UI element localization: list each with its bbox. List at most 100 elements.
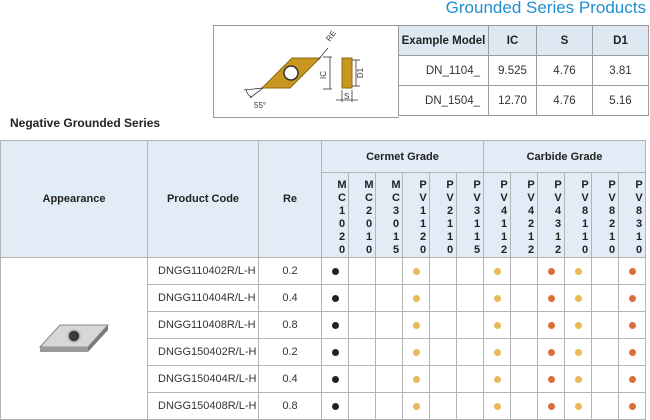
- grade-cell: [429, 392, 457, 420]
- grade-cell: [402, 392, 430, 420]
- insert-side-view: [341, 57, 353, 89]
- insert-appearance-image: [0, 257, 148, 420]
- re-cell: 0.4: [258, 284, 322, 312]
- grade-cell: [321, 257, 349, 285]
- grade-cell: [483, 338, 511, 366]
- grade-cell: [456, 257, 484, 285]
- product-code-cell: DNGG110404R/L-H: [147, 284, 259, 312]
- grade-header-mc3015: MC3015: [375, 172, 403, 258]
- grade-cell: [429, 257, 457, 285]
- availability-dot-yellow: [493, 348, 501, 356]
- grade-cell: [456, 311, 484, 339]
- availability-dot-yellow: [412, 375, 420, 383]
- d1-label: D1: [356, 67, 365, 78]
- availability-dot-yellow: [493, 321, 501, 329]
- grade-cell: [456, 284, 484, 312]
- availability-dot-orange: [628, 294, 636, 302]
- availability-dot-yellow: [574, 267, 582, 275]
- carbide-grade-header: Carbide Grade: [483, 140, 646, 173]
- re-cell: 0.8: [258, 311, 322, 339]
- grade-cell: [564, 257, 592, 285]
- grade-cell: [402, 365, 430, 393]
- grade-cell: [618, 284, 646, 312]
- grade-cell: [537, 257, 565, 285]
- grade-cell: [429, 365, 457, 393]
- d1-cell: 5.16: [592, 85, 649, 116]
- grade-cell: [348, 338, 376, 366]
- availability-dot-orange: [628, 267, 636, 275]
- grade-cell: [510, 392, 538, 420]
- grade-header-pv1120: PV1120: [402, 172, 430, 258]
- grade-cell: [537, 338, 565, 366]
- availability-dot-yellow: [574, 294, 582, 302]
- availability-dot-orange: [547, 348, 555, 356]
- grade-cell: [375, 257, 403, 285]
- grade-cell: [591, 392, 619, 420]
- example-model-cell: DN_1504_: [398, 85, 489, 116]
- availability-dot-yellow: [574, 321, 582, 329]
- availability-dot-yellow: [493, 402, 501, 410]
- grade-cell: [618, 257, 646, 285]
- grade-cell: [564, 284, 592, 312]
- grade-cell: [375, 284, 403, 312]
- cermet-grade-header: Cermet Grade: [321, 140, 484, 173]
- availability-dot-yellow: [493, 267, 501, 275]
- grade-cell: [537, 392, 565, 420]
- grade-cell: [510, 257, 538, 285]
- grade-header-pv2110: PV2110: [429, 172, 457, 258]
- availability-dot-orange: [547, 402, 555, 410]
- availability-dot-orange: [547, 267, 555, 275]
- s-cell: 4.76: [536, 85, 593, 116]
- product-code-cell: DNGG150402R/L-H: [147, 338, 259, 366]
- availability-dot-orange: [628, 348, 636, 356]
- ic-header: IC: [488, 25, 537, 56]
- availability-dot-orange: [628, 402, 636, 410]
- re-cell: 0.2: [258, 338, 322, 366]
- grade-header-pv3115: PV3115: [456, 172, 484, 258]
- availability-dot-orange: [547, 321, 555, 329]
- grade-cell: [483, 365, 511, 393]
- re-cell: 0.8: [258, 392, 322, 420]
- s-header: S: [536, 25, 593, 56]
- insert-diagram: IC RE D1 S 55°: [213, 25, 399, 118]
- availability-dot-black: [331, 375, 339, 383]
- grade-table: Appearance Product Code Re Cermet Grade …: [0, 140, 646, 420]
- grade-header-pv4212: PV4212: [510, 172, 538, 258]
- availability-dot-yellow: [493, 294, 501, 302]
- grade-header-mc2010: MC2010: [348, 172, 376, 258]
- grade-cell: [564, 392, 592, 420]
- availability-dot-yellow: [412, 348, 420, 356]
- grade-cell: [375, 392, 403, 420]
- ic-label: IC: [319, 71, 328, 79]
- product-code-header: Product Code: [147, 140, 259, 258]
- ic-cell: 9.525: [488, 55, 537, 86]
- availability-dot-yellow: [412, 402, 420, 410]
- example-model-cell: DN_1104_: [398, 55, 489, 86]
- availability-dot-black: [331, 267, 339, 275]
- table-row: DNGG110404R/L-H 0.4: [1, 284, 646, 312]
- grade-cell: [537, 365, 565, 393]
- grade-header-pv8110: PV8110: [564, 172, 592, 258]
- availability-dot-orange: [628, 321, 636, 329]
- grade-cell: [510, 311, 538, 339]
- availability-dot-orange: [547, 375, 555, 383]
- grade-header-mc1020: MC1020: [321, 172, 349, 258]
- product-code-cell: DNGG110402R/L-H: [147, 257, 259, 285]
- availability-dot-black: [331, 348, 339, 356]
- grade-cell: [321, 338, 349, 366]
- grade-cell: [456, 338, 484, 366]
- availability-dot-yellow: [412, 294, 420, 302]
- grade-cell: [618, 338, 646, 366]
- appearance-header: Appearance: [0, 140, 148, 258]
- grade-cell: [510, 338, 538, 366]
- grade-cell: [348, 311, 376, 339]
- grade-cell: [591, 311, 619, 339]
- grade-cell: [348, 392, 376, 420]
- grade-cell: [591, 365, 619, 393]
- s-label: S: [344, 92, 349, 101]
- grade-cell: [348, 284, 376, 312]
- availability-dot-yellow: [412, 321, 420, 329]
- availability-dot-yellow: [493, 375, 501, 383]
- grade-cell: [618, 392, 646, 420]
- grade-cell: [375, 338, 403, 366]
